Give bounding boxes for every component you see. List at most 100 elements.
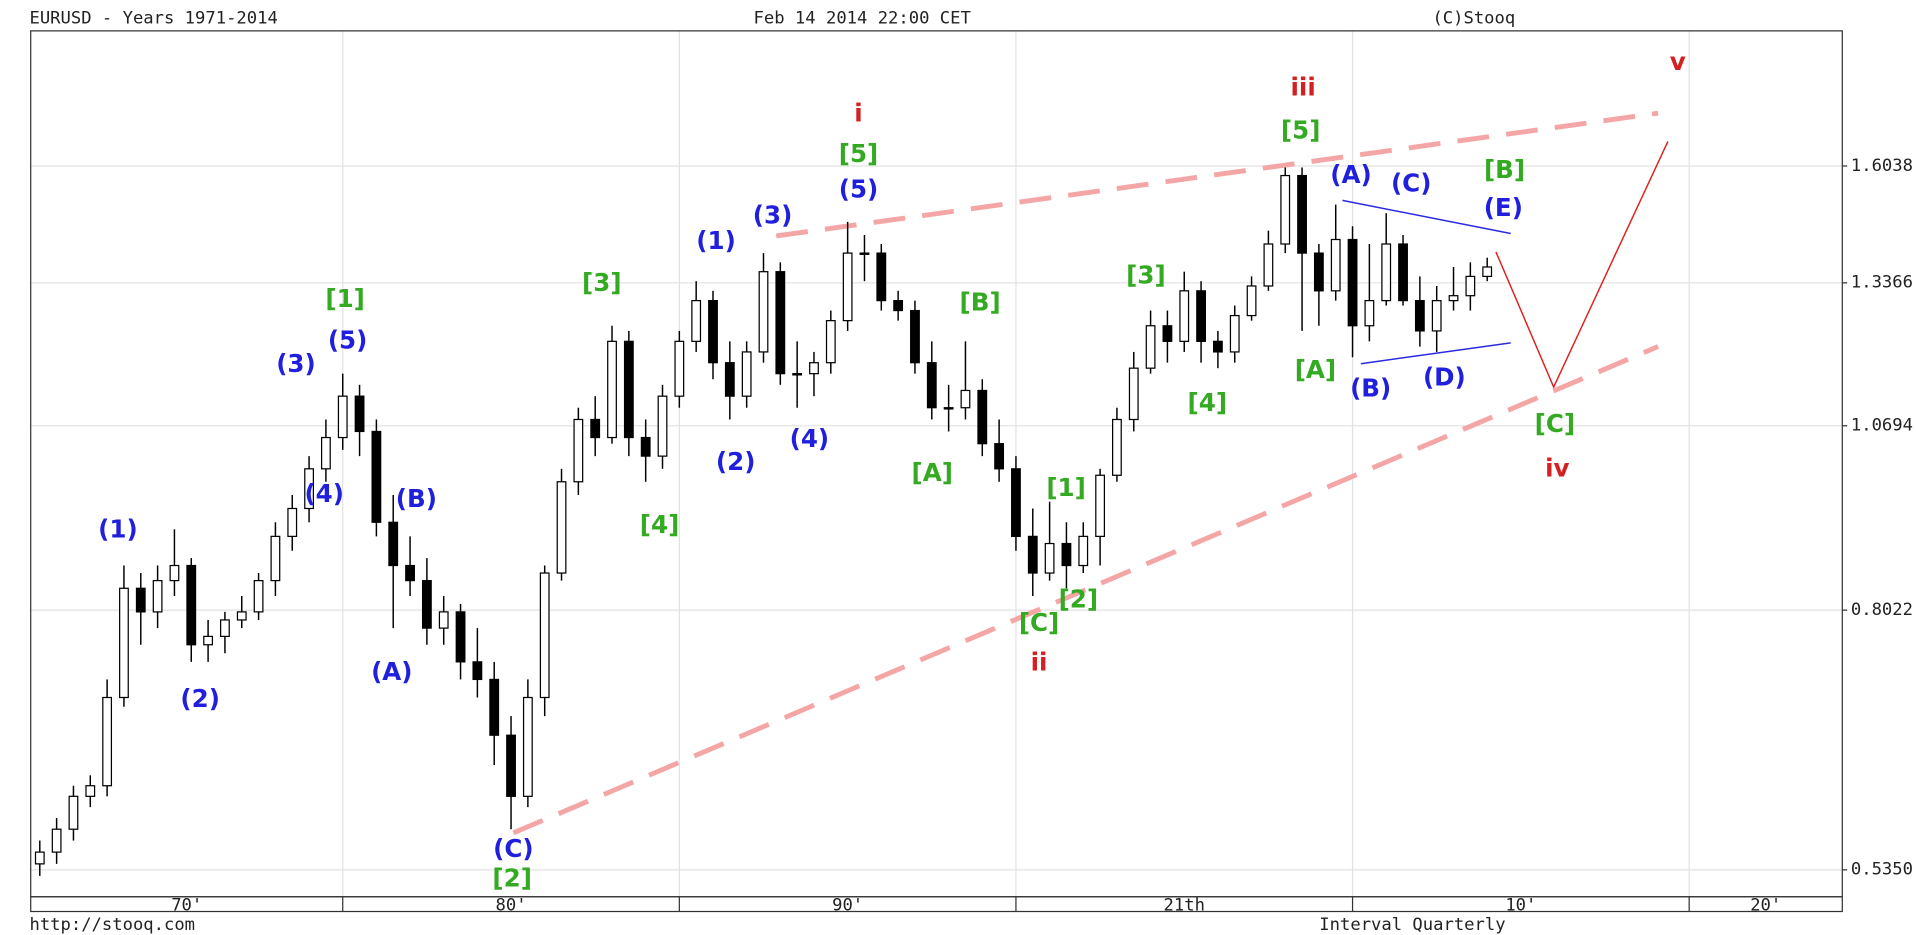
- candle-body: [640, 436, 651, 457]
- candle-body: [203, 635, 214, 646]
- candle-body: [1229, 314, 1240, 353]
- candle-body: [657, 395, 668, 457]
- candle-body: [623, 340, 634, 439]
- wave-label: (C): [1391, 168, 1431, 197]
- lower-channel: [512, 344, 1660, 836]
- candle-body: [1212, 340, 1223, 353]
- wave-lines: [512, 110, 1669, 836]
- candle-body: [102, 696, 113, 787]
- candle-body: [455, 611, 466, 663]
- candle-body: [1431, 300, 1442, 332]
- candle-body: [354, 395, 365, 433]
- wave-label: [3]: [1126, 261, 1166, 290]
- candle-body: [1112, 418, 1122, 476]
- candle-body: [1398, 243, 1408, 302]
- candle-body: [68, 795, 79, 830]
- candle-body: [825, 320, 836, 364]
- candle-body: [1381, 243, 1392, 302]
- triangle-line: [1360, 342, 1511, 365]
- candle-body: [119, 587, 129, 699]
- candle-body: [421, 579, 432, 629]
- wave-label: (1): [696, 226, 736, 255]
- y-tick-label: 1.0694: [1851, 416, 1913, 436]
- candle-body: [152, 579, 163, 613]
- candle-body: [691, 300, 702, 342]
- candle-body: [1482, 266, 1493, 278]
- candle-body: [489, 678, 500, 736]
- candle-body: [1347, 238, 1358, 327]
- wave-label: [A]: [911, 458, 952, 487]
- wave-label: v: [1670, 47, 1686, 76]
- wave-label: [C]: [1019, 608, 1059, 637]
- wave-label: (E): [1484, 193, 1523, 222]
- wave-label: [4]: [1188, 388, 1228, 417]
- candle-body: [1179, 290, 1190, 342]
- candle-body: [1162, 325, 1173, 342]
- candle-body: [590, 418, 601, 439]
- wave-label: [4]: [640, 510, 680, 539]
- candle-body: [506, 734, 516, 797]
- wave-label: (4): [304, 479, 344, 508]
- candle-body: [304, 468, 314, 510]
- candle-body: [472, 661, 483, 681]
- candle-body: [51, 828, 62, 853]
- wave-label: (A): [1330, 160, 1371, 189]
- candle-body: [1061, 542, 1072, 567]
- wave-label: (A): [371, 657, 412, 686]
- candle-body: [1414, 300, 1425, 332]
- candle-body: [758, 271, 769, 353]
- y-tick-label: 0.8022: [1851, 600, 1913, 620]
- candle-body: [220, 619, 230, 638]
- footer-left: http://stooq.com: [29, 915, 195, 935]
- candle-body: [1330, 238, 1341, 292]
- wave-label: iv: [1545, 453, 1569, 482]
- wave-label: [5]: [1281, 116, 1321, 145]
- x-tick-label: 80': [496, 895, 527, 915]
- candles: [34, 167, 1493, 876]
- candle-body: [1263, 243, 1274, 287]
- candle-body: [960, 389, 971, 409]
- wave-label: (4): [790, 424, 830, 453]
- wave-label: [2]: [1059, 585, 1099, 614]
- wave-label: (2): [716, 447, 756, 476]
- candle-body: [1196, 290, 1206, 342]
- grid: 0.5350 0.8022 1.0694 1.3366 1.6038 70' 80' 90' 2…: [30, 30, 1913, 915]
- candle-body: [910, 309, 920, 364]
- y-tick-label: 1.3366: [1851, 273, 1913, 293]
- candle-body: [320, 436, 331, 470]
- candle-body: [270, 535, 281, 582]
- candle-body: [994, 443, 1005, 470]
- candle-body: [1027, 535, 1038, 574]
- candle-body: [1095, 474, 1106, 537]
- candle-body: [1448, 295, 1459, 302]
- candle-body: [1297, 174, 1307, 254]
- annotations: (1) (2) (3) (5) (4) (B) (A) (C) (1) (3) (5) (2) (4) (…: [98, 47, 1686, 893]
- wave-label: (1): [98, 515, 138, 544]
- wave-label: [A]: [1295, 355, 1336, 384]
- y-tick-label: 0.5350: [1851, 860, 1913, 880]
- candle-body: [943, 407, 954, 410]
- candle-body: [1465, 275, 1476, 297]
- source: (C)Stooq: [1432, 9, 1515, 29]
- wave-label: [2]: [492, 864, 532, 893]
- candle-body: [1145, 325, 1156, 369]
- candle-body: [607, 340, 617, 439]
- candle-body: [1128, 367, 1139, 421]
- footer-right: Interval Quarterly: [1319, 915, 1505, 935]
- wave-label: (3): [753, 200, 793, 229]
- candle-body: [859, 252, 870, 255]
- wave-label: (3): [276, 349, 316, 378]
- candle-body: [522, 696, 533, 797]
- candle-body: [388, 521, 399, 567]
- candle-body: [1044, 542, 1055, 574]
- chart-subtitle: Feb 14 2014 22:00 CET: [754, 9, 971, 29]
- wave-label: (5): [328, 326, 368, 355]
- candle-body: [893, 300, 904, 312]
- candle-body: [842, 252, 853, 322]
- wave-label: [B]: [1484, 155, 1525, 184]
- candle-body: [1280, 174, 1291, 245]
- wave-label: (5): [839, 175, 879, 204]
- upper-channel: [775, 110, 1659, 239]
- wave-label: [B]: [960, 288, 1001, 317]
